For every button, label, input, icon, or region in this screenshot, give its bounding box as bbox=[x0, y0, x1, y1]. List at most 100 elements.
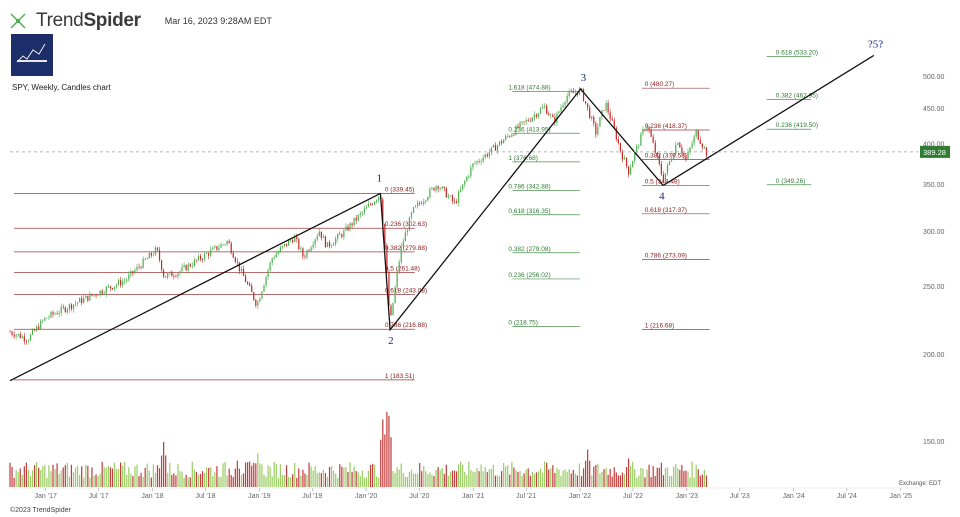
volume-bar bbox=[371, 463, 374, 487]
volume-bar bbox=[492, 464, 495, 487]
volume-bar bbox=[308, 462, 310, 487]
current-price-tag bbox=[920, 145, 950, 158]
elliott-wave-path bbox=[379, 87, 664, 332]
candle-body bbox=[339, 234, 341, 235]
candle-body bbox=[689, 147, 691, 152]
candle-body bbox=[365, 207, 368, 209]
volume-bar bbox=[324, 473, 327, 487]
candle-body bbox=[132, 271, 134, 274]
candle-body bbox=[261, 291, 263, 299]
volume-bar bbox=[687, 471, 689, 487]
volume-bar bbox=[302, 469, 304, 487]
candle-body bbox=[546, 106, 548, 114]
volume-bar bbox=[673, 466, 675, 487]
volume-bar bbox=[115, 469, 118, 487]
candle-body bbox=[701, 143, 703, 148]
candle-body bbox=[52, 311, 54, 315]
volume-bar bbox=[240, 474, 243, 487]
volume-bar bbox=[154, 472, 157, 487]
volume-bar bbox=[388, 415, 390, 487]
volume-bar bbox=[146, 463, 148, 487]
candle-body bbox=[515, 126, 517, 135]
fib-level-label: 1 (376.68) bbox=[508, 155, 538, 162]
candle-body bbox=[214, 246, 216, 248]
volume-bar bbox=[95, 474, 97, 487]
volume-bar bbox=[521, 475, 523, 487]
volume-bar bbox=[122, 465, 124, 487]
candle-body bbox=[558, 111, 560, 113]
volume-bar bbox=[316, 472, 318, 487]
volume-bar bbox=[33, 465, 36, 487]
volume-bar bbox=[396, 467, 398, 487]
volume-bar bbox=[509, 474, 511, 487]
candle-body bbox=[185, 265, 187, 271]
volume-bar bbox=[152, 464, 154, 487]
volume-bar bbox=[163, 442, 165, 487]
candle-body bbox=[76, 302, 79, 304]
candle-body bbox=[584, 101, 587, 104]
volume-bar bbox=[546, 462, 548, 487]
candle-body bbox=[298, 239, 300, 250]
candle-body bbox=[556, 112, 558, 123]
candle-body bbox=[650, 130, 652, 137]
candle-body bbox=[318, 231, 320, 237]
candle-body bbox=[263, 285, 265, 292]
x-tick-label: Jul '21 bbox=[516, 493, 536, 500]
candle-body bbox=[535, 114, 538, 117]
candle-body bbox=[359, 213, 361, 215]
volume-bar bbox=[591, 475, 593, 487]
volume-bar bbox=[464, 471, 466, 487]
candle-body bbox=[197, 255, 200, 261]
volume-bar bbox=[683, 471, 685, 487]
candle-body bbox=[630, 167, 632, 175]
volume-bar bbox=[38, 467, 40, 487]
volume-bar bbox=[79, 475, 81, 487]
volume-bar bbox=[93, 476, 95, 487]
volume-bar bbox=[304, 473, 306, 487]
volume-bar bbox=[181, 471, 183, 487]
volume-bar bbox=[392, 471, 394, 487]
candle-body bbox=[609, 112, 611, 120]
volume-bar bbox=[111, 468, 114, 487]
volume-bar bbox=[644, 477, 646, 487]
volume-bar bbox=[630, 466, 632, 487]
volume-bar bbox=[400, 463, 402, 487]
candle-body bbox=[541, 106, 544, 109]
candle-body bbox=[333, 243, 335, 246]
candle-body bbox=[19, 333, 21, 338]
candle-body bbox=[236, 261, 238, 263]
candle-body bbox=[668, 160, 671, 165]
fib-level-label: 0.786 (216.88) bbox=[385, 322, 427, 329]
volume-bar bbox=[541, 472, 544, 487]
fib-level-label: 0.236 (413.95) bbox=[508, 126, 550, 133]
volume-bar bbox=[107, 465, 109, 487]
candle-body bbox=[433, 187, 435, 191]
candle-body bbox=[625, 157, 628, 167]
candle-body bbox=[683, 152, 685, 156]
volume-bar bbox=[412, 473, 415, 487]
fib-level-label: 0.618 (317.37) bbox=[645, 207, 687, 214]
candle-body bbox=[349, 223, 351, 231]
volume-bar bbox=[623, 474, 626, 487]
volume-bar bbox=[359, 476, 361, 487]
volume-bar bbox=[572, 469, 574, 487]
volume-bar bbox=[681, 464, 683, 487]
volume-bar bbox=[404, 476, 406, 487]
volume-bar bbox=[212, 476, 214, 487]
x-tick-label: Jul '17 bbox=[89, 493, 109, 500]
volume-bar bbox=[650, 477, 652, 487]
volume-bar bbox=[42, 466, 44, 487]
volume-bar bbox=[507, 465, 509, 487]
candle-body bbox=[189, 264, 191, 267]
volume-bar bbox=[685, 470, 687, 487]
volume-bar bbox=[511, 461, 513, 487]
y-tick-label: 250.00 bbox=[923, 284, 945, 291]
volume-bar bbox=[144, 467, 146, 487]
candle-body bbox=[572, 91, 574, 94]
candle-body bbox=[705, 147, 708, 156]
timestamp: Mar 16, 2023 9:28AM EDT bbox=[164, 16, 272, 26]
candle-body bbox=[681, 147, 683, 153]
volume-bar bbox=[603, 469, 605, 487]
volume-bar bbox=[470, 469, 472, 487]
